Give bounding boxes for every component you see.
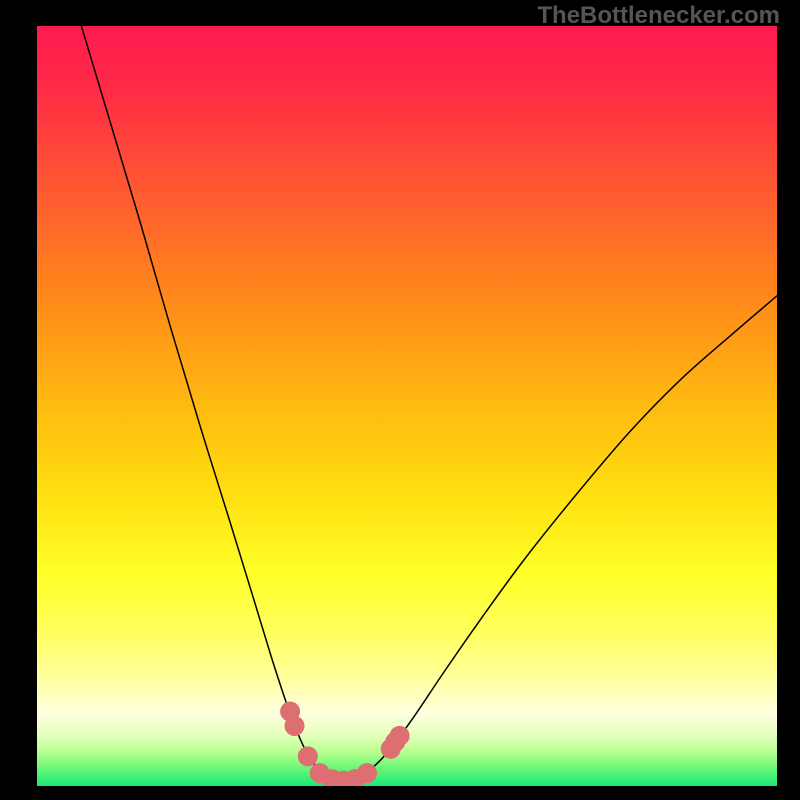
marker-point	[357, 763, 377, 783]
marker-point	[390, 726, 410, 746]
chart-root: TheBottlenecker.com	[0, 0, 800, 800]
watermark-text: TheBottlenecker.com	[537, 2, 780, 30]
gradient-background	[37, 26, 777, 786]
marker-point	[285, 716, 305, 736]
bottleneck-curve-chart	[37, 26, 777, 786]
marker-point	[298, 746, 318, 766]
